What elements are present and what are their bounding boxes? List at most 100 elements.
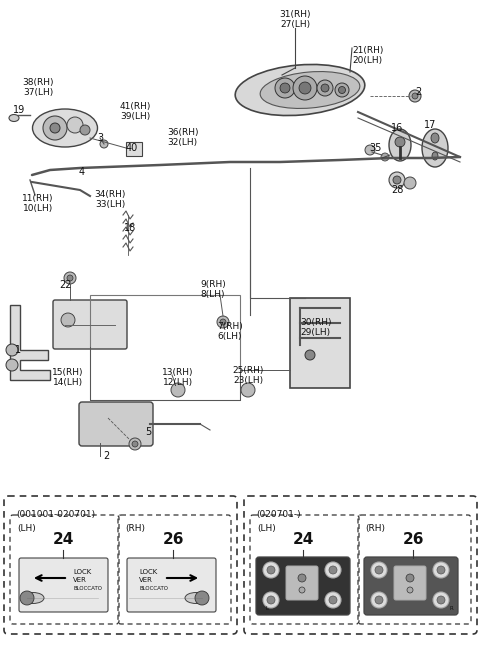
Text: (020701-): (020701-) xyxy=(256,510,300,519)
Text: 41(RH): 41(RH) xyxy=(120,101,151,110)
Text: (RH): (RH) xyxy=(125,524,145,533)
Circle shape xyxy=(100,140,108,148)
Ellipse shape xyxy=(260,72,360,108)
Text: (LH): (LH) xyxy=(17,524,36,533)
Bar xyxy=(126,142,142,156)
Circle shape xyxy=(317,80,333,96)
Circle shape xyxy=(299,587,305,593)
FancyBboxPatch shape xyxy=(19,558,108,612)
Ellipse shape xyxy=(22,593,44,604)
Text: 13(RH): 13(RH) xyxy=(162,368,194,377)
Circle shape xyxy=(325,592,341,608)
Text: 40: 40 xyxy=(126,143,138,153)
Text: 17: 17 xyxy=(424,120,436,130)
Circle shape xyxy=(371,592,387,608)
Circle shape xyxy=(195,591,209,605)
Circle shape xyxy=(412,93,418,99)
Text: 30(RH): 30(RH) xyxy=(300,317,332,326)
Circle shape xyxy=(275,78,295,98)
Text: 29(LH): 29(LH) xyxy=(300,328,330,337)
Circle shape xyxy=(433,592,449,608)
Circle shape xyxy=(43,116,67,140)
Circle shape xyxy=(395,137,405,147)
Circle shape xyxy=(329,566,337,574)
Text: 28: 28 xyxy=(391,185,403,195)
Circle shape xyxy=(325,562,341,578)
Text: LOCK: LOCK xyxy=(139,569,157,575)
Circle shape xyxy=(298,574,306,582)
Circle shape xyxy=(280,83,290,93)
Circle shape xyxy=(371,562,387,578)
Text: 7(RH): 7(RH) xyxy=(217,322,243,332)
Text: (LH): (LH) xyxy=(257,524,276,533)
Text: 1: 1 xyxy=(15,345,21,355)
Circle shape xyxy=(406,574,414,582)
Ellipse shape xyxy=(9,115,19,121)
Circle shape xyxy=(381,153,389,161)
FancyBboxPatch shape xyxy=(256,557,350,615)
Text: 14(LH): 14(LH) xyxy=(53,377,83,386)
Circle shape xyxy=(433,562,449,578)
Ellipse shape xyxy=(431,133,439,143)
Circle shape xyxy=(335,83,349,97)
Text: 15(RH): 15(RH) xyxy=(52,368,84,377)
Text: 26: 26 xyxy=(162,533,184,548)
Circle shape xyxy=(329,596,337,604)
Text: 18: 18 xyxy=(124,223,136,233)
Circle shape xyxy=(217,316,229,328)
Polygon shape xyxy=(10,305,50,380)
Circle shape xyxy=(20,591,34,605)
Text: 35: 35 xyxy=(369,143,381,153)
Ellipse shape xyxy=(185,593,207,604)
Ellipse shape xyxy=(422,129,448,167)
Circle shape xyxy=(393,176,401,184)
Circle shape xyxy=(171,383,185,397)
Circle shape xyxy=(64,272,76,284)
Circle shape xyxy=(299,82,311,94)
Text: 16: 16 xyxy=(391,123,403,133)
Circle shape xyxy=(50,123,60,133)
Text: 19: 19 xyxy=(13,105,25,115)
Circle shape xyxy=(67,117,83,133)
Text: 21(RH): 21(RH) xyxy=(352,46,384,54)
Text: 39(LH): 39(LH) xyxy=(120,112,150,121)
Text: 23(LH): 23(LH) xyxy=(233,375,263,384)
Ellipse shape xyxy=(33,109,97,147)
Ellipse shape xyxy=(432,152,438,160)
FancyBboxPatch shape xyxy=(127,558,216,612)
Text: L: L xyxy=(265,606,268,611)
Text: VER: VER xyxy=(73,577,87,583)
Ellipse shape xyxy=(235,64,365,115)
Text: 2: 2 xyxy=(415,87,421,97)
Text: 22: 22 xyxy=(59,280,71,290)
Circle shape xyxy=(305,350,315,360)
Text: 4: 4 xyxy=(79,167,85,177)
Circle shape xyxy=(375,596,383,604)
Text: 31(RH): 31(RH) xyxy=(279,10,311,19)
Text: 3: 3 xyxy=(97,133,103,143)
Circle shape xyxy=(263,562,279,578)
Circle shape xyxy=(267,566,275,574)
Circle shape xyxy=(6,359,18,371)
Text: 37(LH): 37(LH) xyxy=(23,88,53,97)
Bar xyxy=(290,298,350,388)
Text: 34(RH): 34(RH) xyxy=(94,190,126,199)
Circle shape xyxy=(409,90,421,102)
Text: 25(RH): 25(RH) xyxy=(232,366,264,375)
Circle shape xyxy=(67,275,73,281)
Text: 32(LH): 32(LH) xyxy=(167,137,197,146)
Text: 12(LH): 12(LH) xyxy=(163,377,193,386)
FancyBboxPatch shape xyxy=(286,566,318,600)
Circle shape xyxy=(80,125,90,135)
Text: BLOCCATO: BLOCCATO xyxy=(139,586,168,591)
Circle shape xyxy=(129,438,141,450)
Text: 24: 24 xyxy=(292,533,314,548)
Circle shape xyxy=(267,596,275,604)
Text: (RH): (RH) xyxy=(365,524,385,533)
Circle shape xyxy=(220,319,226,325)
Text: 9(RH): 9(RH) xyxy=(200,281,226,290)
Text: 5: 5 xyxy=(145,427,151,437)
FancyBboxPatch shape xyxy=(394,566,426,600)
Circle shape xyxy=(338,86,346,94)
Text: 38(RH): 38(RH) xyxy=(22,77,54,86)
